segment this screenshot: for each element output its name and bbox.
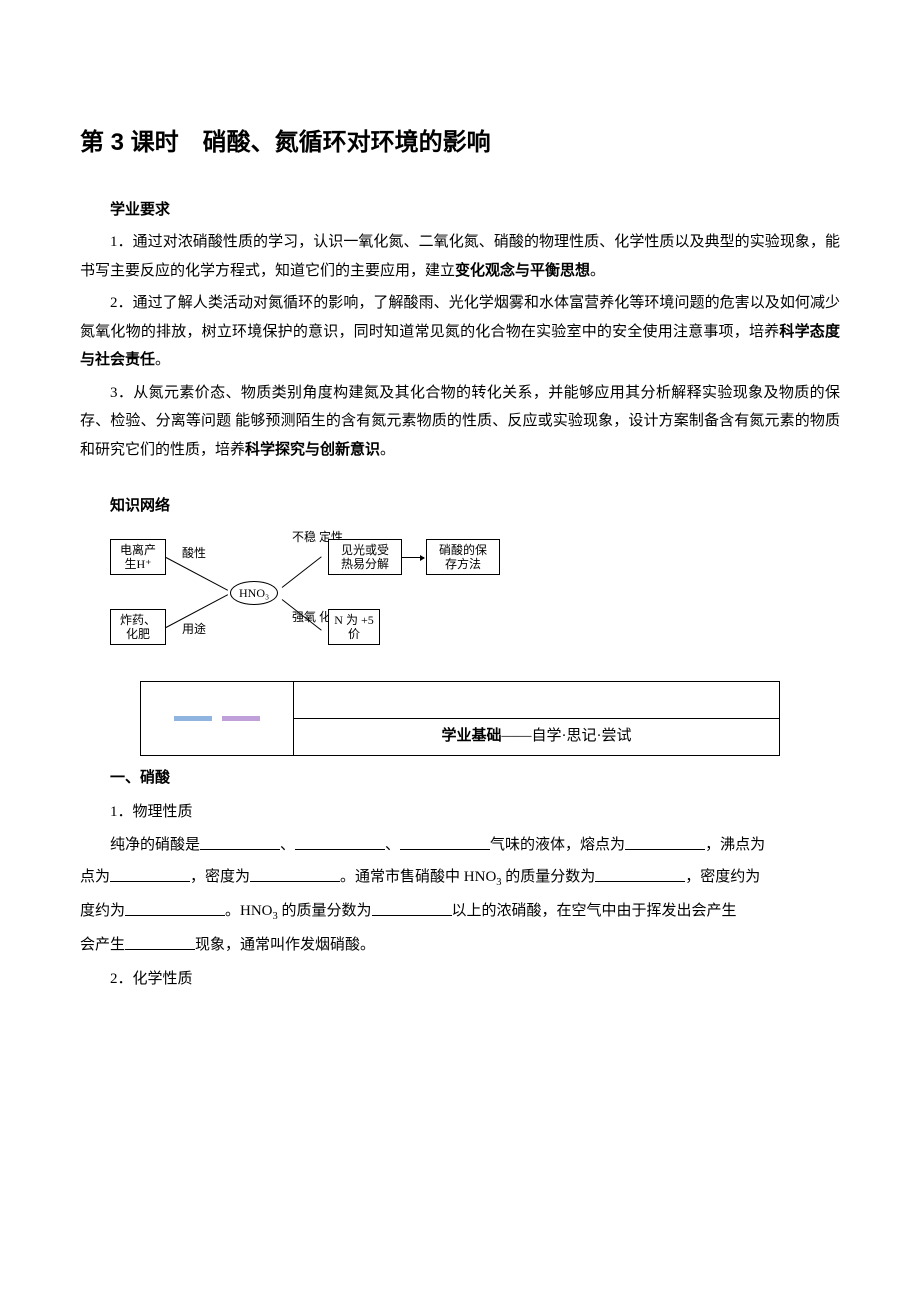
physical-properties-line3: 度约为。HNO3 的质量分数为以上的浓硝酸，在空气中由于挥发出会产生 [80, 897, 840, 927]
req3-text-c: 。 [380, 442, 395, 458]
decorative-bar-icon [174, 716, 212, 721]
kn-box-n5: N 为 +5价 [328, 609, 380, 646]
cont-text: 度约为 [80, 903, 125, 919]
physical-properties-paragraph: 纯净的硝酸是 、 、 气味的液体，熔点为 ，沸点为 [80, 831, 840, 860]
fill-blank[interactable] [200, 834, 280, 850]
kn-center-hno3: HNO₃ [230, 581, 278, 605]
phys-c: 、 [385, 837, 400, 853]
requirement-2: 2．通过了解人类活动对氮循环的影响，了解酸雨、光化学烟雾和水体富营养化等环境问题… [80, 289, 840, 375]
physical-properties-line2: 点为，密度为。通常市售硝酸中 HNO3 的质量分数为，密度约为 [80, 863, 840, 893]
kn-arrow [402, 557, 424, 558]
requirements-heading: 学业要求 [80, 196, 840, 225]
requirement-3: 3．从氮元素价态、物质类别角度构建氮及其化合物的转化关系，并能够应用其分析解释实… [80, 379, 840, 465]
phys-h: ，密度约为 [685, 869, 760, 885]
req2-text-a: 2．通过了解人类活动对氮循环的影响，了解酸雨、光化学烟雾和水体富营养化等环境问题… [80, 295, 840, 340]
section-banner-table: 学业基础——自学·思记·尝试 [140, 681, 780, 756]
req2-text-c: 。 [155, 352, 170, 368]
phys-d: 气味的液体，熔点为 [490, 837, 625, 853]
kn-line [166, 557, 228, 591]
phys-e: ，沸点为 [705, 837, 765, 853]
req3-text-a: 3．从氮元素价态、物质类别角度构建氮及其化合物的转化关系，并能够应用其分析解释实… [80, 385, 840, 458]
decorative-bar-icon [222, 716, 260, 721]
knowledge-network-diagram: 电离产 生H⁺ 炸药、 化肥 HNO₃ 酸性 用途 不稳 定性 强氧 化性 见光… [110, 531, 550, 661]
phys-g2: 的质量分数为 [502, 869, 596, 885]
fill-blank[interactable] [125, 900, 225, 916]
req1-bold: 变化观念与平衡思想 [455, 262, 590, 279]
phys-f: ，密度为 [190, 869, 250, 885]
fill-blank[interactable] [625, 834, 705, 850]
kn-box-uses: 炸药、 化肥 [110, 609, 166, 646]
kn-box-storage: 硝酸的保 存方法 [426, 539, 500, 576]
physical-properties-line4: 会产生 现象，通常叫作发烟硝酸。 [80, 931, 840, 960]
cont-text: 点为 [80, 869, 110, 885]
fill-blank[interactable] [400, 834, 490, 850]
phys-j: 以上的浓硝酸，在空气中由于挥发出会产生 [452, 903, 737, 919]
fill-blank[interactable] [595, 866, 685, 882]
phys-b: 、 [280, 837, 295, 853]
banner-title-rest: ——自学·思记·尝试 [502, 728, 632, 744]
fill-blank[interactable] [110, 866, 190, 882]
fill-blank[interactable] [372, 900, 452, 916]
section-1-heading: 一、硝酸 [80, 764, 840, 793]
fill-blank[interactable] [295, 834, 385, 850]
section-1-2-heading: 2．化学性质 [80, 965, 840, 994]
kn-label-use: 用途 [182, 623, 206, 636]
fill-blank[interactable] [125, 934, 195, 950]
kn-box-ionize: 电离产 生H⁺ [110, 539, 166, 576]
phys-k: 现象，通常叫作发烟硝酸。 [195, 937, 375, 953]
kn-box-decompose: 见光或受 热易分解 [328, 539, 402, 576]
banner-empty-cell [294, 681, 780, 718]
kn-label-acidity: 酸性 [182, 547, 206, 560]
cont-text: 会产生 [80, 937, 125, 953]
phys-a: 纯净的硝酸是 [110, 837, 200, 853]
phys-i2: 的质量分数为 [278, 903, 372, 919]
req3-bold: 科学探究与创新意识 [245, 441, 380, 458]
lesson-title: 第 3 课时 硝酸、氮循环对环境的影响 [80, 120, 840, 166]
banner-title-bold: 学业基础 [441, 727, 501, 744]
req1-text-c: 。 [590, 263, 605, 279]
banner-image-cell [141, 681, 294, 755]
requirement-1: 1．通过对浓硝酸性质的学习，认识一氧化氮、二氧化氮、硝酸的物理性质、化学性质以及… [80, 228, 840, 285]
knowledge-network-heading: 知识网络 [80, 492, 840, 521]
phys-i: 。HNO [225, 903, 273, 919]
kn-line [282, 556, 322, 588]
banner-title-cell: 学业基础——自学·思记·尝试 [294, 718, 780, 755]
table-row [141, 681, 780, 718]
phys-g: 。通常市售硝酸中 HNO [340, 869, 496, 885]
fill-blank[interactable] [250, 866, 340, 882]
section-1-1-heading: 1．物理性质 [80, 798, 840, 827]
